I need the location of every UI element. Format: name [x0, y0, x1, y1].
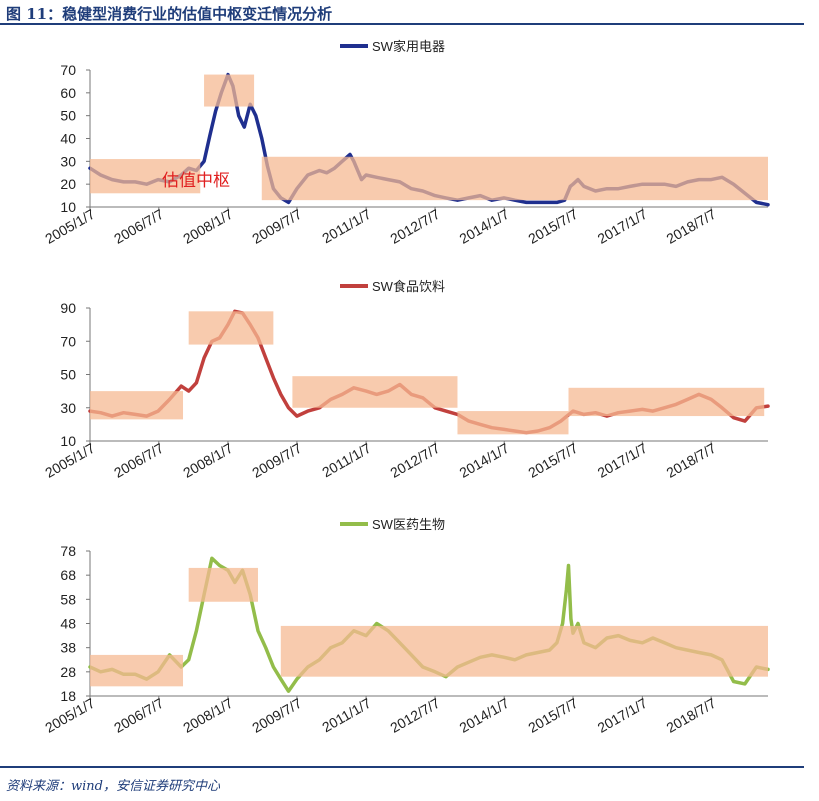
y-tick-label: 50 [60, 367, 76, 383]
x-tick-label: 2006/7/7 [111, 695, 166, 736]
x-tick-label: 2015/7/7 [525, 206, 580, 247]
legend-label: SW家用电器 [372, 39, 445, 54]
x-tick-label: 2014/1/7 [457, 695, 512, 736]
x-tick-label: 2011/1/7 [319, 206, 373, 247]
x-tick-label: 2011/1/7 [319, 440, 373, 481]
source-note: 资料来源：wind，安信证券研究中心 [6, 779, 220, 794]
valuation-band [292, 376, 458, 408]
y-tick-label: 18 [60, 688, 76, 704]
x-tick-label: 2012/7/7 [387, 695, 442, 736]
y-tick-label: 28 [60, 664, 76, 680]
y-tick-label: 70 [60, 62, 76, 78]
legend-label: SW医药生物 [372, 517, 445, 532]
legend-label: SW食品饮料 [372, 279, 445, 294]
y-tick-label: 38 [60, 640, 76, 656]
x-tick-label: 2012/7/7 [387, 440, 442, 481]
x-tick-label: 2014/1/7 [457, 440, 512, 481]
y-tick-label: 30 [60, 400, 76, 416]
valuation-band [457, 411, 569, 435]
y-tick-label: 30 [60, 153, 76, 169]
x-tick-label: 2006/7/7 [111, 206, 166, 247]
y-tick-label: 70 [60, 333, 76, 349]
y-tick-label: 10 [60, 199, 76, 215]
x-tick-label: 2011/1/7 [319, 695, 373, 736]
x-tick-label: 2017/1/7 [595, 440, 650, 481]
valuation-band [204, 74, 255, 107]
valuation-band [90, 391, 184, 420]
y-tick-label: 78 [60, 543, 76, 559]
x-tick-label: 2006/7/7 [111, 440, 166, 481]
x-tick-label: 2017/1/7 [595, 695, 650, 736]
y-tick-label: 68 [60, 567, 76, 583]
x-tick-label: 2017/1/7 [595, 206, 650, 247]
y-tick-label: 48 [60, 616, 76, 632]
valuation-band [568, 387, 765, 417]
x-tick-label: 2014/1/7 [457, 206, 512, 247]
y-tick-label: 90 [60, 300, 76, 316]
valuation-center-annotation: 估值中枢 [162, 171, 230, 191]
x-tick-label: 2018/7/7 [663, 206, 718, 247]
y-tick-label: 58 [60, 591, 76, 607]
x-tick-label: 2009/7/7 [249, 695, 304, 736]
valuation-band [280, 625, 768, 677]
x-tick-label: 2015/7/7 [525, 695, 580, 736]
valuation-band [90, 654, 184, 687]
title-rule [0, 23, 804, 25]
y-tick-label: 50 [60, 108, 76, 124]
valuation-band [90, 159, 201, 194]
x-tick-label: 2009/7/7 [249, 206, 304, 247]
x-tick-label: 2009/7/7 [249, 440, 304, 481]
valuation-band [261, 156, 768, 201]
x-tick-label: 2012/7/7 [387, 206, 442, 247]
valuation-band [188, 311, 274, 345]
x-tick-label: 2018/7/7 [663, 695, 718, 736]
y-tick-label: 20 [60, 176, 76, 192]
x-tick-label: 2018/7/7 [663, 440, 718, 481]
valuation-band [188, 567, 258, 602]
y-tick-label: 40 [60, 131, 76, 147]
x-tick-label: 2008/1/7 [180, 440, 235, 481]
x-tick-label: 2008/1/7 [180, 695, 235, 736]
y-tick-label: 10 [60, 433, 76, 449]
x-tick-label: 2015/7/7 [525, 440, 580, 481]
figure-title: 图 11：稳健型消费行业的估值中枢变迁情况分析 [6, 5, 333, 23]
source-rule [0, 766, 804, 768]
y-tick-label: 60 [60, 85, 76, 101]
x-tick-label: 2008/1/7 [180, 206, 235, 247]
